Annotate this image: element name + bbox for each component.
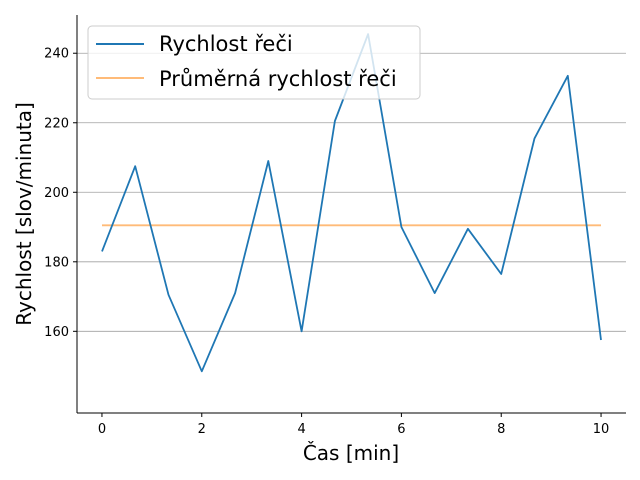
- y-axis-title: Rychlost [slov/minuta]: [12, 102, 36, 326]
- x-tick-label-8: 8: [497, 422, 505, 437]
- y-tick-label-160: 160: [44, 325, 69, 340]
- y-tick-label-220: 220: [44, 116, 69, 131]
- x-tick-label-10: 10: [593, 422, 610, 437]
- x-ticks: 0 2 4 6 8 10: [98, 413, 610, 437]
- y-tick-label-180: 180: [44, 255, 69, 270]
- legend: Rychlost řeči Průměrná rychlost řeči: [87, 25, 421, 100]
- y-tick-label-240: 240: [44, 47, 69, 62]
- y-ticks: 160 180 200 220 240: [44, 47, 77, 340]
- x-axis-title: Čas [min]: [303, 441, 399, 465]
- x-tick-label-0: 0: [98, 422, 106, 437]
- y-tick-label-200: 200: [44, 186, 69, 201]
- legend-box: [87, 25, 421, 100]
- axes: [76, 15, 626, 414]
- x-tick-label-2: 2: [198, 422, 206, 437]
- legend-label-speech-rate: Rychlost řeči: [159, 32, 293, 56]
- x-tick-label-4: 4: [297, 422, 305, 437]
- legend-label-average-rate: Průměrná rychlost řeči: [159, 67, 397, 91]
- x-tick-label-6: 6: [397, 422, 405, 437]
